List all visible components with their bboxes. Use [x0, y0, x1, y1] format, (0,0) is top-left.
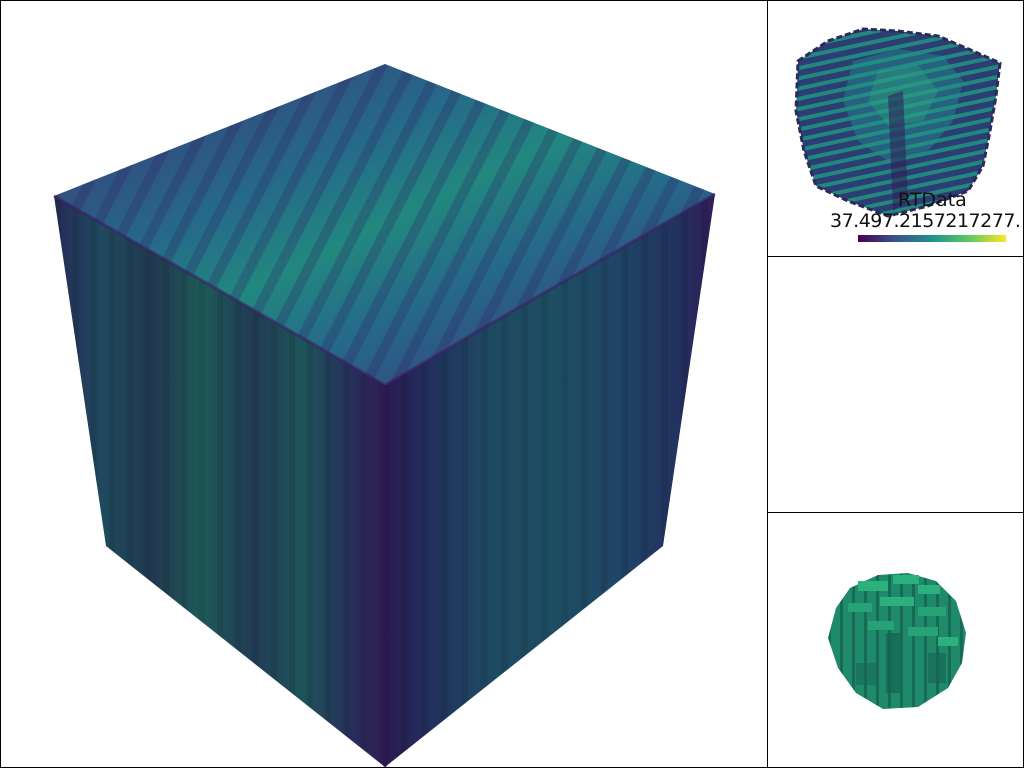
contour-render [794, 27, 1002, 218]
scalar-bar-range-labels: 37.497.2157217277. [830, 210, 1021, 232]
cube-render [53, 64, 716, 767]
main-render-viewport[interactable] [0, 0, 768, 768]
empty-render-viewport[interactable] [767, 256, 1024, 513]
contour-render-viewport[interactable]: RTData 37.497.2157217277. [767, 0, 1024, 257]
voxel-render [828, 573, 966, 709]
scalar-bar-title: RTData [898, 189, 967, 211]
scalar-bar-colormap [858, 235, 1006, 242]
voxel-render-viewport[interactable] [767, 512, 1024, 768]
